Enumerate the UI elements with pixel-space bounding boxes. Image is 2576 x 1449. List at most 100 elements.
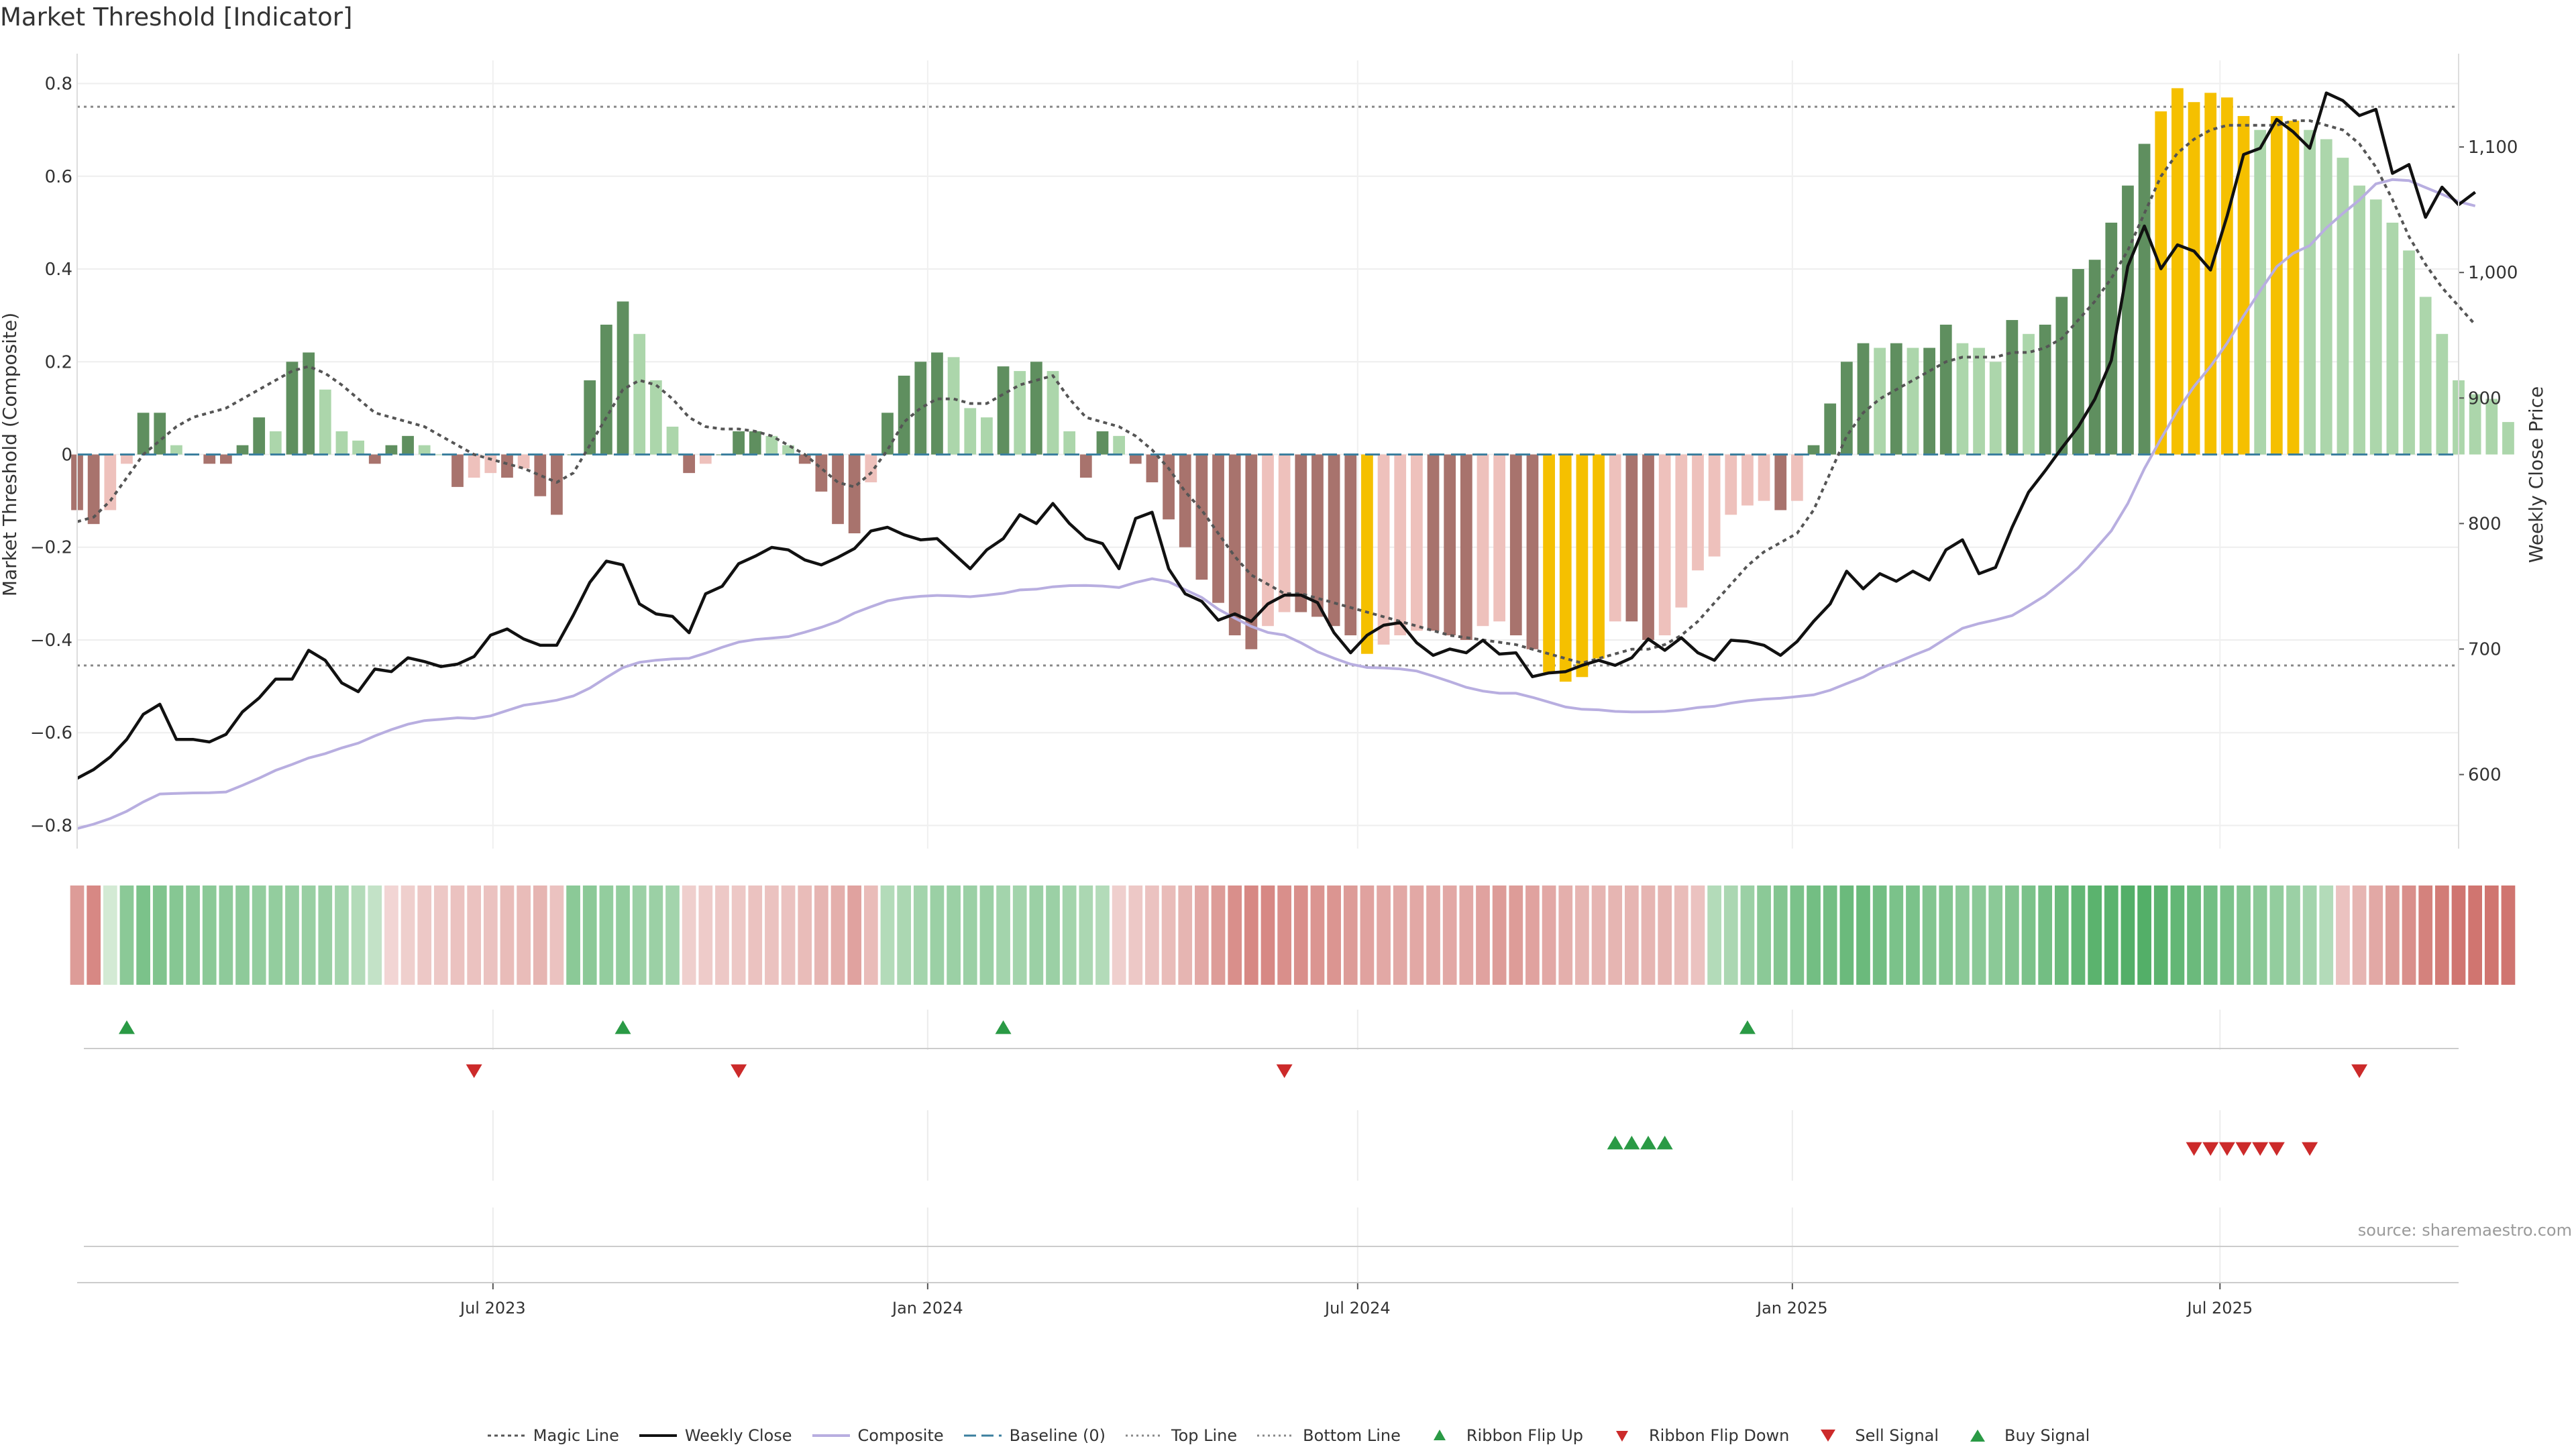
ribbon-cell [434,885,448,985]
composite-bar [733,431,745,455]
ribbon-cell [1393,885,1407,985]
ribbon-cell [599,885,614,985]
ribbon-cell [2071,885,2086,985]
composite-bar [2006,320,2019,455]
ribbon-cell [1195,885,1209,985]
ribbon-cell [1807,885,1821,985]
ribbon-cell [2253,885,2267,985]
ribbon-cell [2038,885,2053,985]
composite-line [76,178,2476,830]
ribbon-cell [913,885,928,985]
x-tick-label: Jul 2023 [459,1299,526,1318]
composite-bar [964,408,977,455]
composite-bar [1559,454,1572,682]
ribbon-cell [1757,885,1771,985]
ribbon-cell [1178,885,1193,985]
ribbon-cell [2336,885,2350,985]
magic-line [76,119,2477,665]
composite-bar [451,454,464,487]
ribbon-cell [1740,885,1755,985]
composite-bar [368,454,381,464]
ribbon-cell [119,885,134,985]
ribbon-cell [2451,885,2466,985]
ribbon-cell [880,885,895,985]
composite-bar [815,454,828,492]
ribbon-cell [103,885,117,985]
composite-bar [1311,454,1324,617]
composite-bar [2204,93,2217,455]
composite-bar [2287,120,2300,455]
composite-bar [1163,454,1175,520]
composite-bar [765,435,778,455]
composite-bar [484,454,497,474]
composite-bar [1212,454,1224,603]
composite-bar [87,454,100,525]
ribbon-cell [1872,885,1887,985]
composite-bar [352,440,364,455]
ribbon-cell [814,885,828,985]
composite-bar [1857,343,1870,455]
ribbon-cell [1509,885,1523,985]
composite-bar [170,445,182,455]
composite-bar [1609,454,1621,622]
ribbon-cell [566,885,580,985]
ribbon-flip-up-marker [614,1020,631,1034]
composite-bar [1262,454,1274,627]
x-tick-label: Jan 2025 [1756,1299,1828,1318]
ribbon-flip-down-marker [2351,1064,2368,1078]
ribbon-cell [517,885,531,985]
sell-signal-marker [2202,1142,2219,1156]
left-tick-label: −0.6 [30,723,72,743]
ribbon-flip-up-marker [118,1020,135,1034]
composite-bar [1444,454,1456,636]
chart-grid [77,60,2459,1283]
composite-bar [798,454,811,464]
composite-bar [236,445,249,455]
ribbon-cell [70,885,85,985]
ribbon-cell [252,885,266,985]
legend-swatch-icon [1124,1428,1165,1444]
ribbon-cell [798,885,812,985]
composite-bar [666,427,679,455]
ribbon-cell [1426,885,1440,985]
ribbon-cell [301,885,316,985]
ribbon-cell [483,885,498,985]
right-tick-label: 900 [2468,388,2502,409]
composite-bar [2337,158,2349,455]
ribbon-cell [847,885,862,985]
ribbon-cell [1343,885,1358,985]
legend-swatch-icon [486,1428,527,1444]
ribbon-cell [698,885,713,985]
legend-item-bottom-line: Bottom Line [1256,1426,1401,1445]
ribbon-cell [2021,885,2036,985]
ribbon-cell [533,885,547,985]
composite-bar [2469,394,2481,455]
legend-item-composite: Composite [811,1426,944,1445]
composite-bar [104,454,117,511]
ribbon-cell [649,885,663,985]
ribbon-cell [1442,885,1457,985]
composite-bar [1741,454,1754,506]
ribbon-cell [467,885,482,985]
ribbon-cell [351,885,366,985]
composite-bar [898,376,910,455]
ribbon-cell [1492,885,1507,985]
composite-bar [1030,362,1042,455]
composite-bar [319,389,331,455]
legend-item-buy-signal: Buy Signal [1957,1426,2090,1445]
composite-bar [881,413,894,455]
composite-bar [848,454,861,533]
legend-item-ribbon-flip-down: Ribbon Flip Down [1602,1426,1789,1445]
left-tick-label: 0 [61,445,72,466]
legend-item-top-line: Top Line [1124,1426,1237,1445]
ribbon-cell [1012,885,1027,985]
ribbon-cell [268,885,283,985]
ribbon-cell [2203,885,2218,985]
composite-bar [1807,445,1820,455]
ribbon-cell [1161,885,1176,985]
ribbon-cell [235,885,250,985]
legend-label: Weekly Close [684,1426,792,1445]
left-tick-label: −0.8 [30,816,72,836]
ribbon-cell [1707,885,1721,985]
composite-bar [2171,88,2184,455]
